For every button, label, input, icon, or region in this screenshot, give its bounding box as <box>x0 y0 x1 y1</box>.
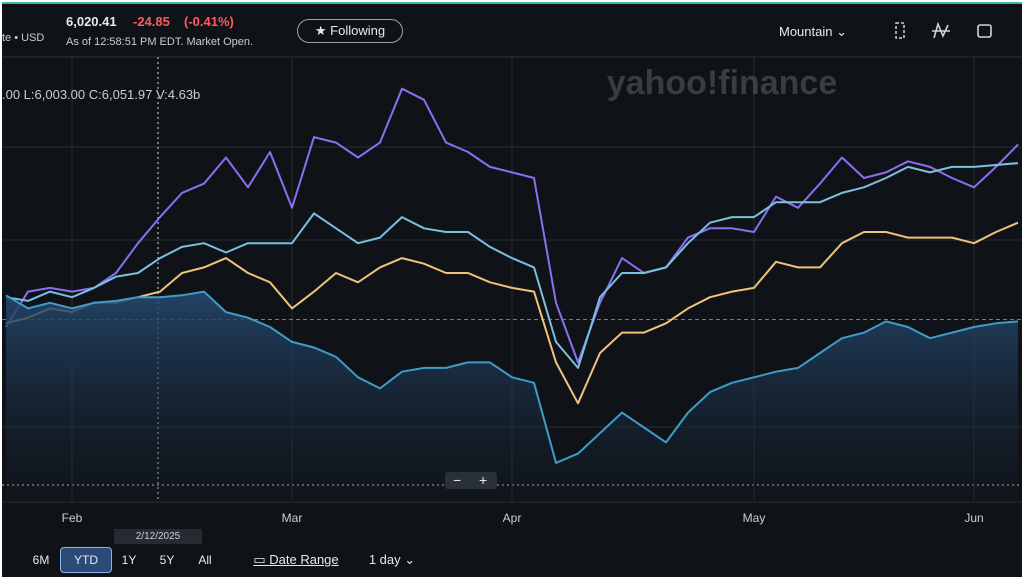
timezone-label: Mountain <box>779 24 833 39</box>
watermark: yahoo!finance <box>607 64 837 102</box>
interval-label: 1 day <box>368 552 401 567</box>
star-icon: ★ <box>314 23 331 38</box>
line <box>5 162 1019 369</box>
chart: Feb Mar Apr May Jun yahoo!finance .00 L:6,003.… <box>2 56 1022 525</box>
interval[interactable]: 1 day ⌄ <box>368 552 416 567</box>
range-button[interactable]: 5Y <box>159 553 175 567</box>
range-button[interactable]: YTD <box>60 547 112 573</box>
icon-indicator[interactable] <box>932 21 950 39</box>
line <box>5 221 1019 405</box>
range-button[interactable]: All <box>198 553 212 567</box>
follow-button[interactable]: ★ Following <box>297 19 403 43</box>
x-tick-label: Apr <box>503 511 522 525</box>
line <box>5 87 1019 364</box>
icon-calendar[interactable] <box>977 24 992 38</box>
as-of: As of 12:58:51 PM EDT. Market Open. <box>66 36 254 48</box>
exchange: te • USD <box>2 32 45 44</box>
zoom-control: − + <box>445 472 497 489</box>
calendar-icon: ▭ <box>253 552 270 567</box>
ohlc: .00 L:6,003.00 C:6,051.97 V:4.63b <box>2 87 200 102</box>
x-tick-label: Mar <box>282 511 303 525</box>
x-tick-label: Jun <box>964 511 983 525</box>
area <box>6 291 1018 502</box>
icon-frame[interactable] <box>895 22 905 39</box>
crosshair-date: 2/12/2025 <box>114 529 202 544</box>
change-percent: (-0.41%) <box>184 14 234 29</box>
date-range-label: Date Range <box>269 552 339 567</box>
price: 6,020.41 <box>66 14 117 29</box>
change: -24.85 <box>133 14 170 29</box>
toolbar-icons <box>895 21 992 39</box>
zoom-in[interactable]: + <box>479 472 488 488</box>
range-button[interactable]: 1Y <box>121 553 137 567</box>
zoom-out[interactable]: − <box>453 472 462 488</box>
range-button[interactable]: 6M <box>32 553 50 567</box>
follow-label: Following <box>330 23 386 38</box>
x-tick-label: May <box>743 511 766 525</box>
date-range[interactable]: ▭ Date Range <box>246 547 346 573</box>
line <box>5 290 1019 464</box>
x-tick-label: Feb <box>62 511 83 525</box>
timezone[interactable]: Mountain ⌄ <box>779 24 847 39</box>
